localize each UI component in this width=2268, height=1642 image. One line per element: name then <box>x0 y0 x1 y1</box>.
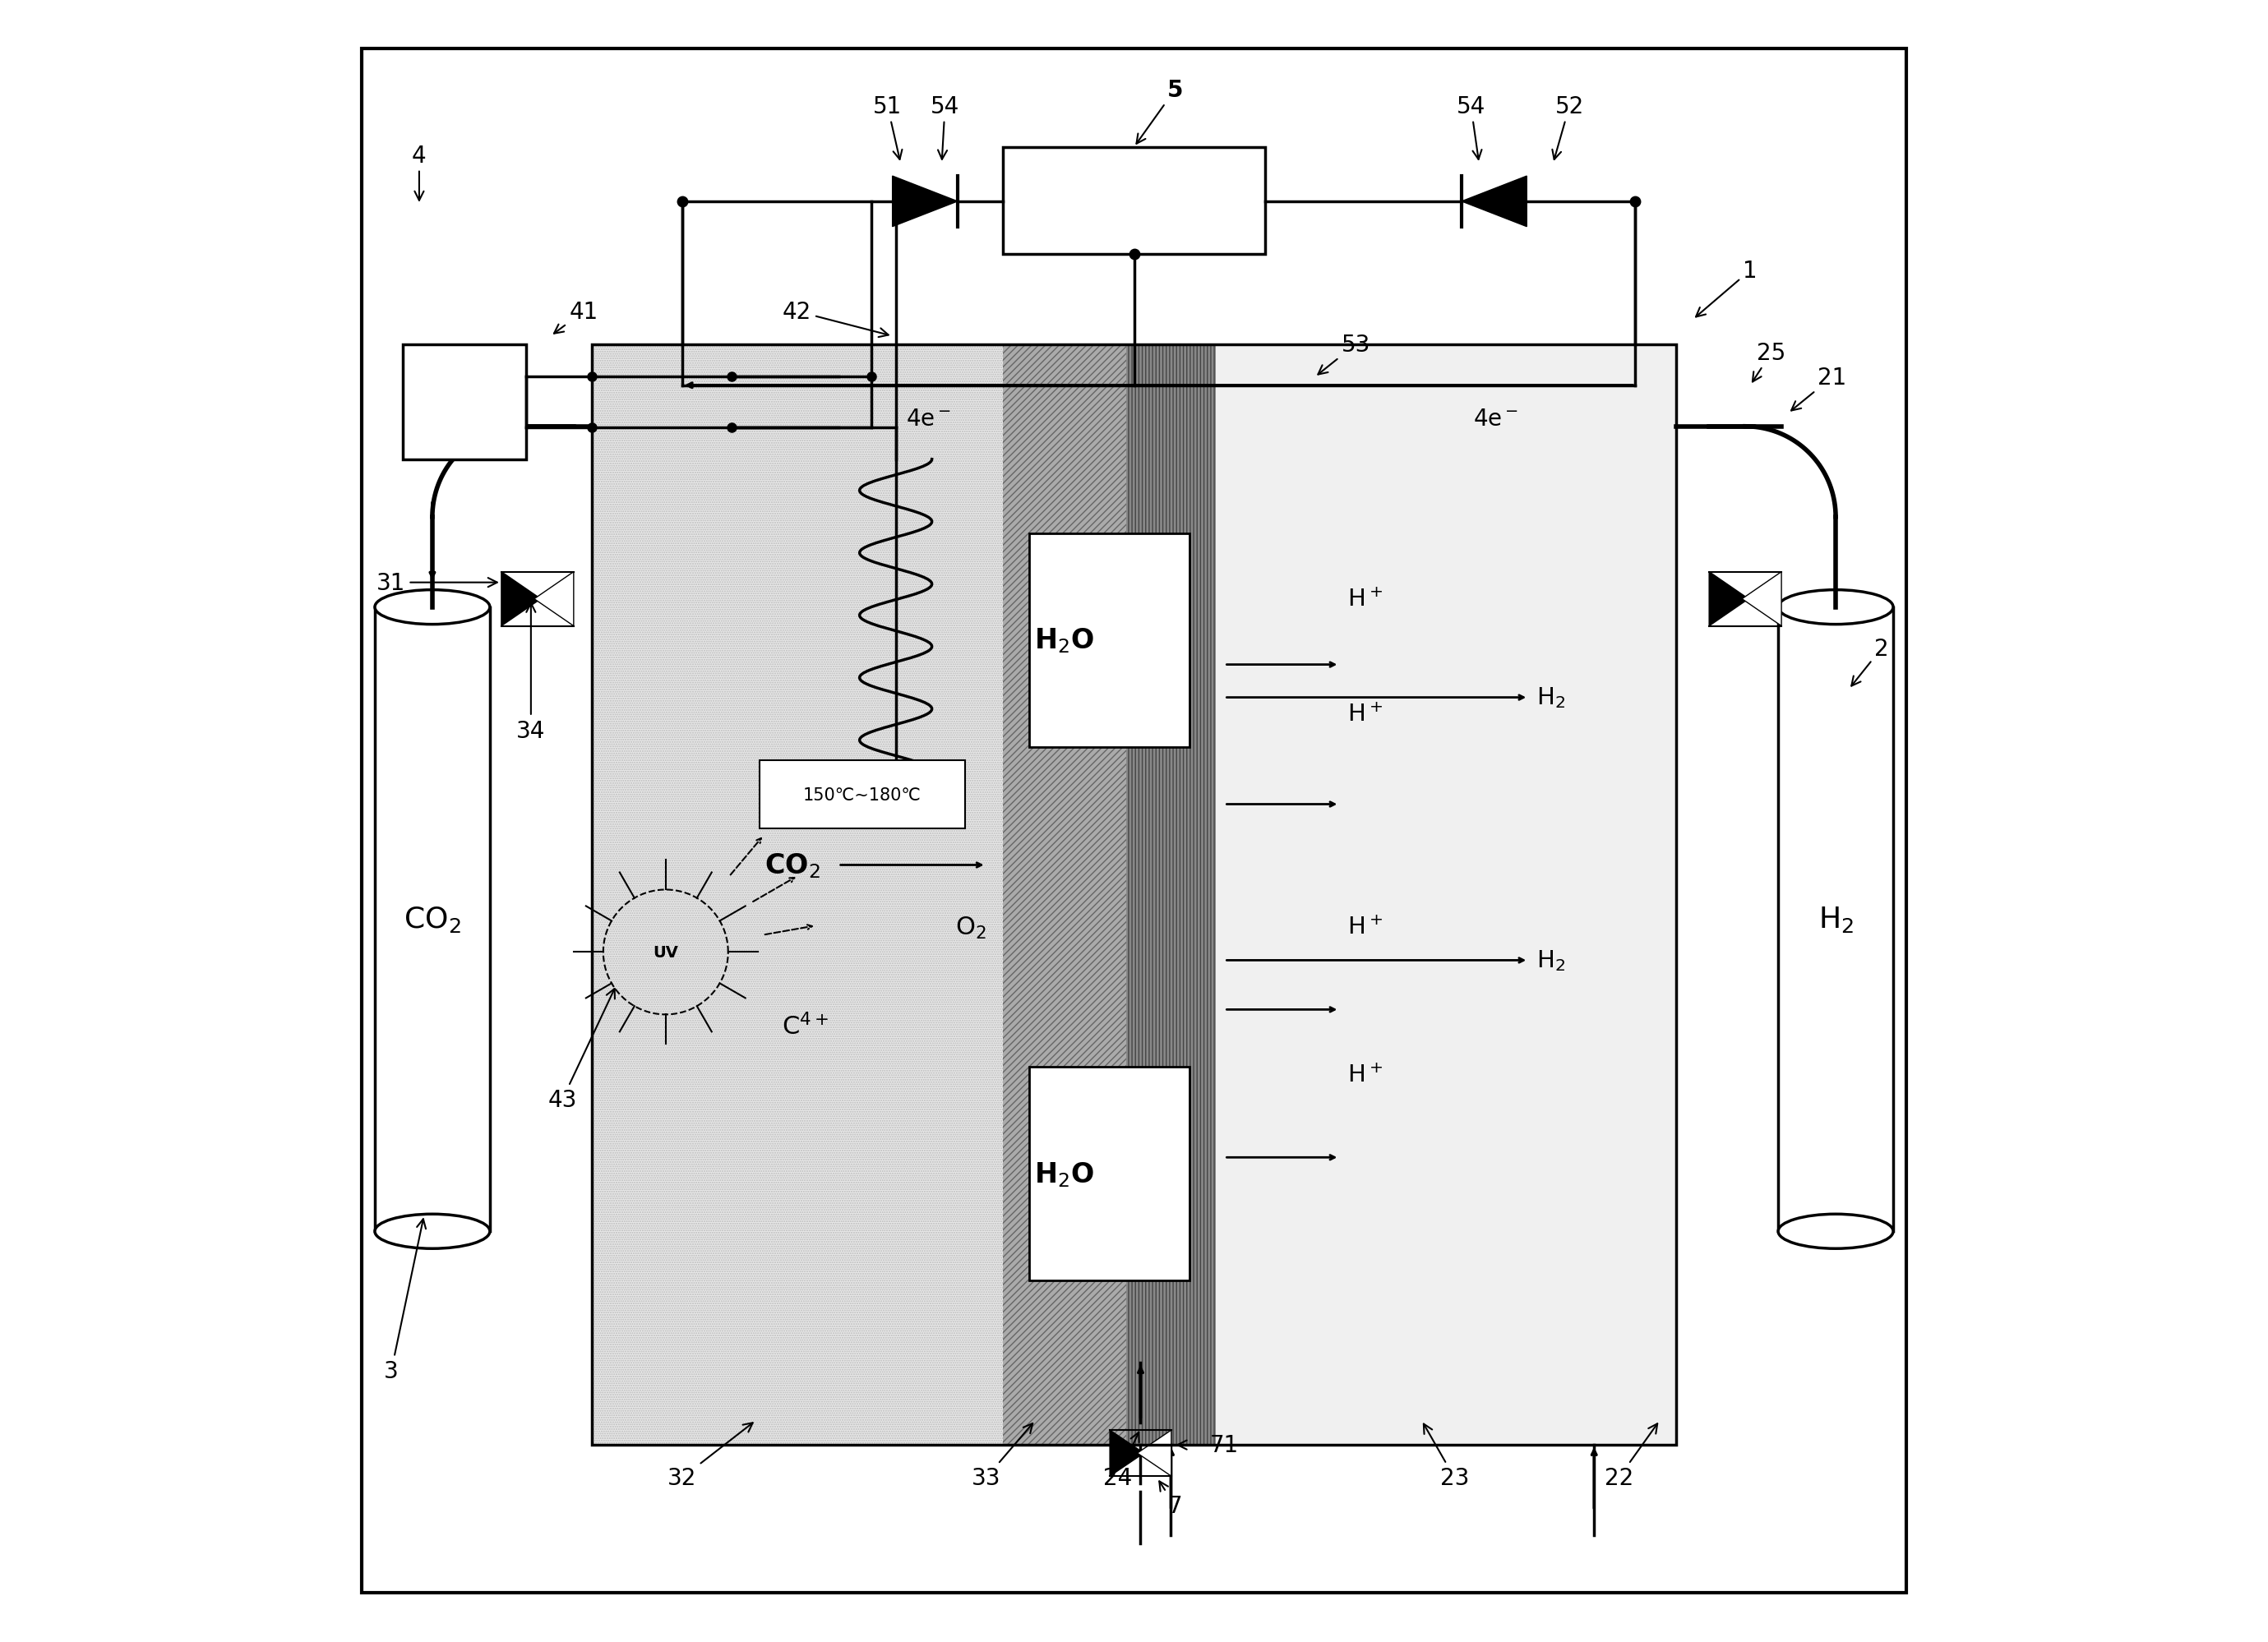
Text: 22: 22 <box>1603 1424 1658 1489</box>
Bar <box>592 345 1676 1445</box>
Text: 53: 53 <box>1318 333 1370 374</box>
Polygon shape <box>1461 177 1526 227</box>
Bar <box>1002 345 1125 1445</box>
Text: 42: 42 <box>782 300 889 338</box>
Bar <box>404 345 526 460</box>
Text: 23: 23 <box>1424 1424 1470 1489</box>
Bar <box>1002 345 1125 1445</box>
Text: UV: UV <box>653 944 678 961</box>
Text: H$_2$: H$_2$ <box>1538 686 1565 709</box>
Text: H$^+$: H$^+$ <box>1347 703 1383 726</box>
Text: H$_2$: H$_2$ <box>1538 949 1565 972</box>
Polygon shape <box>1109 1430 1143 1476</box>
Bar <box>1030 1067 1191 1281</box>
Text: 54: 54 <box>1456 95 1486 159</box>
Bar <box>374 608 490 1232</box>
Polygon shape <box>1742 573 1780 627</box>
Text: H$_2$O: H$_2$O <box>1034 1159 1093 1189</box>
Bar <box>1125 345 1216 1445</box>
Text: 7: 7 <box>1159 1481 1182 1517</box>
Text: 4e$^-$: 4e$^-$ <box>1472 407 1517 430</box>
Text: 31: 31 <box>376 571 497 594</box>
Polygon shape <box>535 573 574 627</box>
Text: 24: 24 <box>1102 1432 1139 1489</box>
Text: 43: 43 <box>547 988 615 1112</box>
Text: 34: 34 <box>517 604 547 742</box>
Text: 3: 3 <box>383 1218 426 1383</box>
Text: H$^+$: H$^+$ <box>1347 1064 1383 1087</box>
Text: O$_2$: O$_2$ <box>955 915 987 941</box>
Text: 21: 21 <box>1792 366 1846 410</box>
Text: H$_2$O: H$_2$O <box>1034 626 1093 655</box>
Bar <box>1125 345 1216 1445</box>
Text: 41: 41 <box>553 300 599 333</box>
Text: 5: 5 <box>1136 79 1184 144</box>
Polygon shape <box>1710 573 1749 627</box>
Bar <box>1030 534 1191 747</box>
Bar <box>1778 608 1894 1232</box>
Text: CO$_2$: CO$_2$ <box>404 905 460 934</box>
Bar <box>760 760 964 829</box>
Text: 52: 52 <box>1551 95 1583 161</box>
Ellipse shape <box>374 1215 490 1250</box>
Text: 150℃~180℃: 150℃~180℃ <box>803 787 921 803</box>
Bar <box>592 345 1002 1445</box>
Text: 4e$^-$: 4e$^-$ <box>905 407 950 430</box>
Text: 51: 51 <box>873 95 903 161</box>
Text: C$^{4+}$: C$^{4+}$ <box>782 1013 828 1039</box>
Polygon shape <box>501 573 540 627</box>
Ellipse shape <box>1778 1215 1894 1250</box>
Text: 71: 71 <box>1177 1433 1238 1456</box>
Text: 54: 54 <box>930 95 959 159</box>
Bar <box>1216 345 1676 1445</box>
Polygon shape <box>1136 1430 1170 1476</box>
Text: 32: 32 <box>667 1424 753 1489</box>
Text: 25: 25 <box>1753 342 1787 383</box>
Polygon shape <box>891 177 957 227</box>
Text: H$_2$: H$_2$ <box>1819 905 1853 934</box>
Text: 4: 4 <box>413 144 426 200</box>
Text: 1: 1 <box>1696 259 1758 317</box>
Text: H$^+$: H$^+$ <box>1347 588 1383 611</box>
Text: H$^+$: H$^+$ <box>1347 916 1383 939</box>
Text: CO$_2$: CO$_2$ <box>764 851 821 880</box>
Text: 33: 33 <box>971 1424 1032 1489</box>
Ellipse shape <box>1778 591 1894 626</box>
Text: 2: 2 <box>1851 637 1889 686</box>
Ellipse shape <box>374 591 490 626</box>
Bar <box>1002 148 1266 255</box>
Bar <box>592 345 1002 1445</box>
